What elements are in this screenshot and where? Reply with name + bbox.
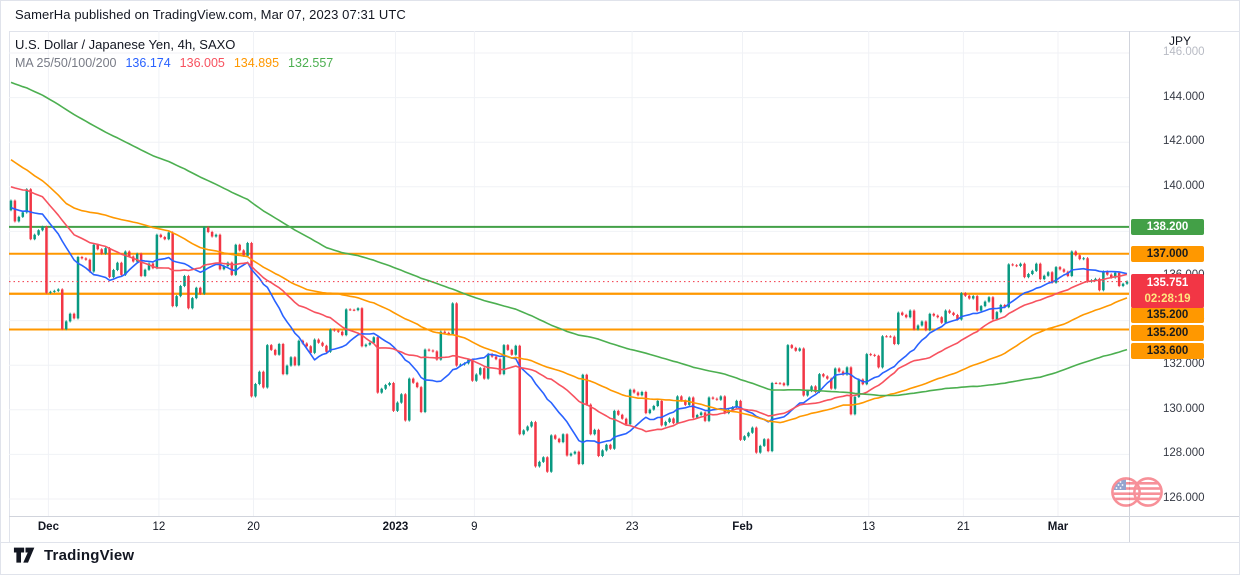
price-axis-label: 142.000 xyxy=(1163,135,1205,148)
time-axis-label: 23 xyxy=(625,521,639,533)
price-axis-label: 144.000 xyxy=(1163,90,1205,103)
price-level-badge: 137.000 xyxy=(1131,246,1204,262)
time-axis-label: Dec xyxy=(37,521,59,533)
price-axis-label: 128.000 xyxy=(1163,447,1205,460)
tradingview-logo-text: TradingView xyxy=(44,547,135,564)
price-level-badge: 135.200 xyxy=(1131,325,1204,341)
symbol-title: U.S. Dollar / Japanese Yen, 4h, SAXO xyxy=(15,37,236,52)
price-level-badge: 138.200 xyxy=(1131,219,1204,235)
ma-value: 136.174 xyxy=(125,56,171,70)
attribution-text: SamerHa published on TradingView.com, Ma… xyxy=(15,7,406,22)
instrument-flags-watermark xyxy=(1111,477,1163,507)
chart-canvas[interactable] xyxy=(9,31,1129,516)
ma-value: 136.005 xyxy=(179,56,225,70)
currency-label: JPY xyxy=(1169,34,1192,48)
ma-value: 134.895 xyxy=(233,56,280,70)
time-axis-border xyxy=(9,516,1239,517)
tradingview-logo-link[interactable]: TradingView xyxy=(13,547,134,564)
chart-top-border xyxy=(9,31,1239,32)
current-price-badge: 135.751 02:28:19 xyxy=(1131,274,1204,308)
time-axis-label: 21 xyxy=(956,521,970,533)
chart-legend: U.S. Dollar / Japanese Yen, 4h, SAXO MA … xyxy=(15,37,333,71)
footer-border xyxy=(1,542,1239,543)
time-axis-label: 2023 xyxy=(382,521,409,533)
ma-value: 132.557 xyxy=(288,56,334,70)
ma-indicator-label: MA 25/50/100/200 xyxy=(15,56,117,70)
price-axis-label: 130.000 xyxy=(1163,402,1205,415)
price-level-badge: 133.600 xyxy=(1131,343,1204,359)
price-axis-label: 132.000 xyxy=(1163,358,1205,371)
time-axis-label: 13 xyxy=(862,521,876,533)
current-price-value: 135.751 xyxy=(1146,277,1189,289)
bar-countdown-timer: 02:28:19 xyxy=(1144,293,1191,305)
time-axis-label: 12 xyxy=(152,521,166,533)
time-axis-label: 9 xyxy=(471,521,478,533)
ma-indicator-row: MA 25/50/100/200 136.174 136.005 134.895 132… xyxy=(15,56,333,71)
price-axis-border xyxy=(1129,31,1130,542)
price-axis-label: 146.000 xyxy=(1163,46,1205,58)
tradingview-logo-icon xyxy=(13,547,35,563)
time-axis-label: Feb xyxy=(732,521,753,533)
price-level-badge: 135.200 xyxy=(1131,307,1204,323)
price-axis-label: 126.000 xyxy=(1163,492,1205,504)
price-axis-label: 140.000 xyxy=(1163,179,1205,192)
time-axis-label: Mar xyxy=(1047,521,1069,533)
time-axis-label: 20 xyxy=(247,521,260,533)
chart-left-border xyxy=(9,31,10,542)
